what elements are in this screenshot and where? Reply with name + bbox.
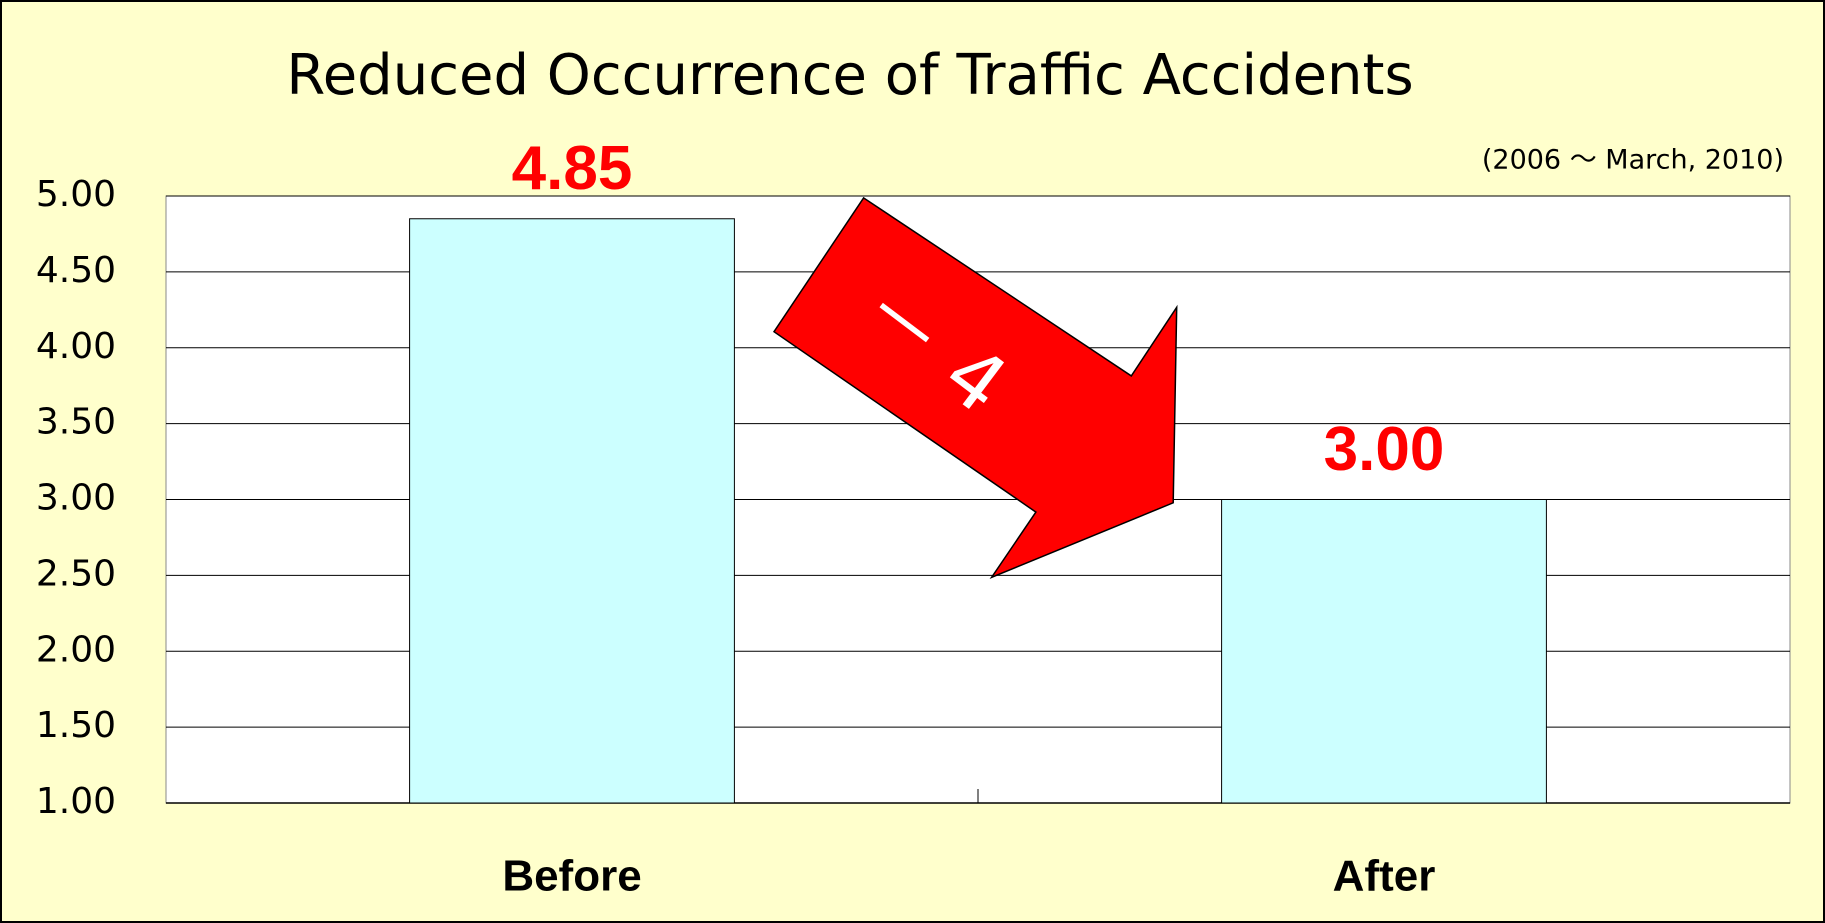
x-tick-label: After [1333,852,1436,901]
y-tick-label: 4.00 [36,326,116,367]
chart-title: Reduced Occurrence of Traffic Accidents [286,43,1413,108]
value-label: 3.00 [1324,415,1445,484]
y-tick-label: 3.50 [36,402,116,443]
bar [1221,499,1547,804]
y-tick-label: 5.00 [36,174,116,215]
y-tick-label: 4.50 [36,250,116,291]
subtitle: (2006 ～ March, 2010) [1482,145,1784,176]
x-tick-label: Before [502,852,641,901]
y-tick-label: 1.00 [36,781,116,822]
value-label: 4.85 [512,134,633,203]
y-tick-label: 2.50 [36,553,116,594]
y-tick-label: 2.00 [36,629,116,670]
y-tick-label: 3.00 [36,478,116,519]
y-tick-label: 1.50 [36,705,116,746]
arrow [772,196,1178,579]
bar [409,218,735,804]
